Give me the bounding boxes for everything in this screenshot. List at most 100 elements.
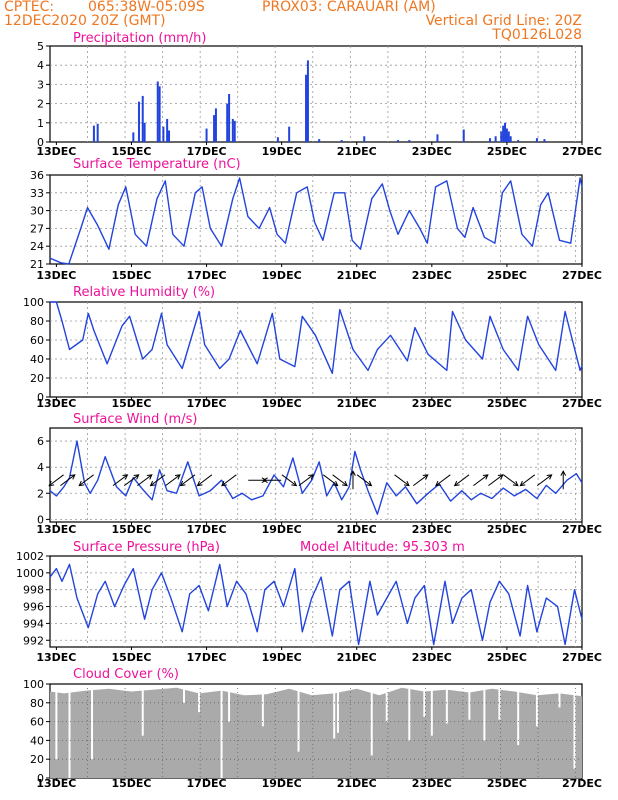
- x-tick-label: 27DEC: [562, 651, 602, 664]
- x-tick-label: 21DEC: [337, 269, 377, 282]
- precip-bar: [494, 136, 497, 142]
- cloud-cover-dip: [535, 685, 538, 727]
- y-tick-label: 1000: [16, 567, 44, 580]
- x-tick-label: 15DEC: [111, 269, 151, 282]
- wind-arrow-head: [69, 474, 76, 480]
- x-tick-label: 13DEC: [36, 269, 76, 282]
- wind-arrow: [332, 474, 348, 487]
- precip-bar: [502, 125, 505, 142]
- cloud-cover-dip: [68, 685, 71, 778]
- wind-arrow-head: [146, 474, 153, 480]
- wind-arrow-head: [350, 470, 356, 476]
- x-tick-label: 21DEC: [337, 397, 377, 410]
- wind-arrow: [488, 474, 504, 487]
- precip-bar: [408, 140, 411, 142]
- y-tick-label: 2: [37, 98, 44, 111]
- precip-bar: [158, 86, 161, 142]
- x-tick-label: 13DEC: [36, 651, 76, 664]
- precip-bar: [214, 108, 217, 142]
- precip-bar: [162, 126, 165, 142]
- wind-arrow-head: [308, 474, 315, 480]
- precip-bar: [509, 136, 512, 142]
- cloud-cover-dip: [517, 685, 520, 746]
- y-tick-label: 20: [30, 372, 44, 385]
- x-tick-label: 19DEC: [262, 145, 302, 158]
- x-tick-label: 17DEC: [187, 651, 227, 664]
- cloud-cover-dip: [423, 685, 426, 717]
- x-tick-label: 25DEC: [487, 397, 527, 410]
- x-tick-label: 27DEC: [562, 523, 602, 536]
- x-tick-label: 17DEC: [187, 777, 227, 790]
- series-line-1: [49, 177, 583, 265]
- x-tick-label: 19DEC: [262, 777, 302, 790]
- precip-bar: [318, 139, 321, 142]
- x-tick-label: 23DEC: [412, 777, 452, 790]
- precip-bar: [535, 138, 538, 142]
- precip-bar: [397, 140, 400, 142]
- precip-bar: [141, 95, 144, 142]
- precip-bar: [166, 118, 169, 142]
- y-tick-label: 996: [23, 601, 44, 614]
- precip-bar: [276, 137, 279, 142]
- header-center: CPTEC:: [4, 0, 55, 15]
- precip-bar: [504, 122, 507, 142]
- wind-arrow-head: [332, 480, 339, 487]
- precip-bar: [233, 120, 236, 142]
- x-tick-label: 25DEC: [487, 777, 527, 790]
- x-tick-label: 17DEC: [187, 145, 227, 158]
- series-line-3: [49, 440, 583, 515]
- wind-arrow-head: [435, 480, 441, 487]
- cloud-cover-dip: [370, 685, 373, 756]
- wind-arrow-head: [149, 480, 156, 487]
- x-tick-label: 27DEC: [562, 777, 602, 790]
- x-tick-label: 13DEC: [36, 523, 76, 536]
- cloud-cover-dip: [408, 685, 411, 741]
- precip-bar: [363, 136, 366, 142]
- precip-bar: [132, 132, 135, 142]
- cloud-cover-dip: [220, 685, 223, 778]
- precip-bar: [288, 126, 291, 142]
- wind-arrow-head: [546, 474, 553, 480]
- precip-bar: [228, 94, 231, 142]
- wind-arrow-head: [122, 474, 129, 480]
- cloud-cover-dip: [498, 685, 501, 720]
- x-tick-label: 21DEC: [337, 651, 377, 664]
- precip-bar: [543, 139, 546, 142]
- y-tick-label: 5: [37, 40, 44, 53]
- cloud-cover-area: [50, 687, 582, 778]
- precip-bar: [505, 128, 508, 142]
- precip-bar: [137, 101, 140, 142]
- wind-arrow-head: [174, 474, 181, 480]
- wind-arrow: [435, 474, 451, 487]
- y-tick-label: 100: [23, 678, 44, 691]
- x-tick-label: 23DEC: [412, 269, 452, 282]
- wind-arrow-head: [497, 474, 504, 480]
- x-tick-label: 13DEC: [36, 145, 76, 158]
- wind-arrow-head: [403, 480, 410, 487]
- y-tick-label: 36: [30, 169, 44, 182]
- y-tick-label: 33: [30, 187, 44, 200]
- y-tick-label: 40: [30, 353, 44, 366]
- y-tick-label: 3: [37, 78, 44, 91]
- precip-bar: [226, 103, 229, 142]
- precip-bar: [500, 131, 503, 142]
- wind-arrow: [180, 474, 196, 487]
- x-tick-label: 21DEC: [337, 523, 377, 536]
- wind-arrow: [112, 474, 128, 487]
- panel-title: Precipitation (mm/h): [73, 31, 206, 46]
- y-tick-label: 994: [23, 617, 44, 630]
- panel-title: Surface Temperature (nC): [73, 157, 241, 172]
- precip-bar: [340, 140, 343, 142]
- wind-arrow-head: [560, 470, 567, 476]
- series-line-2: [50, 301, 583, 374]
- x-tick-label: 15DEC: [111, 145, 151, 158]
- x-tick-label: 17DEC: [187, 397, 227, 410]
- wind-arrow: [454, 474, 470, 487]
- header-code: TQ0126L028: [492, 27, 582, 43]
- precip-bar: [231, 118, 234, 142]
- x-tick-label: 19DEC: [262, 651, 302, 664]
- x-tick-label: 27DEC: [562, 145, 602, 158]
- cloud-cover-dip: [558, 685, 561, 708]
- y-tick-label: 60: [30, 716, 44, 729]
- cloud-cover-dip: [198, 685, 201, 713]
